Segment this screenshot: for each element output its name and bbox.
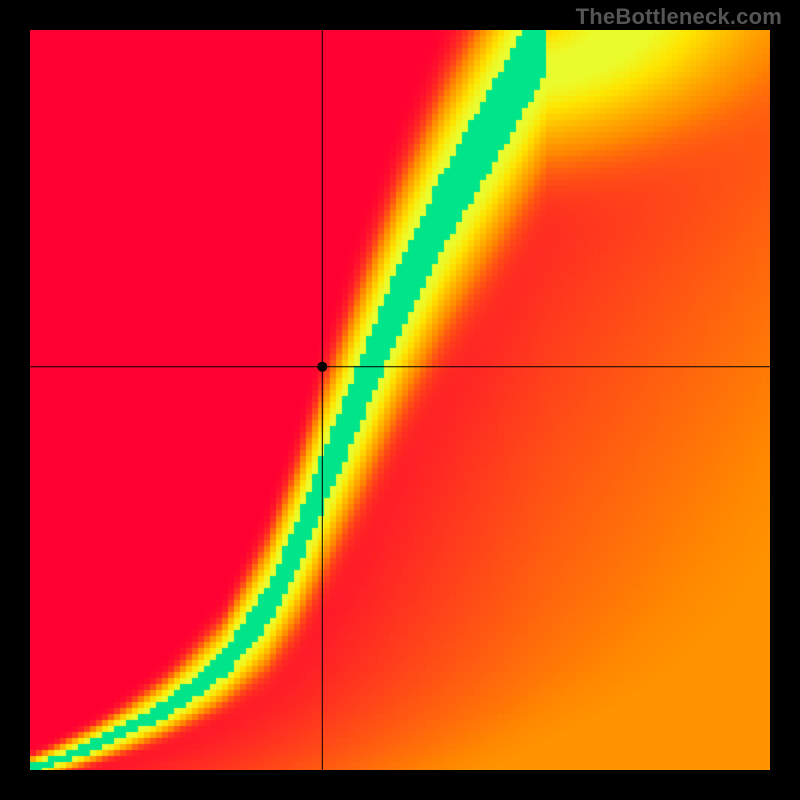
watermark-text: TheBottleneck.com — [576, 4, 782, 30]
heatmap-plot — [30, 30, 770, 770]
heatmap-canvas — [30, 30, 770, 770]
